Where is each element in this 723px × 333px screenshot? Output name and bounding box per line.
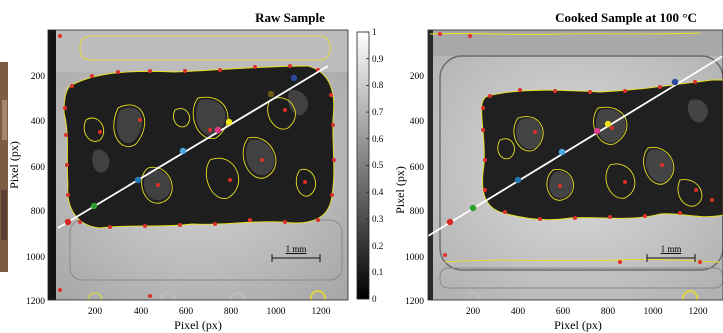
marker-sky [558, 148, 566, 156]
y-tick-label: 1200 [26, 297, 45, 307]
guide-line [428, 55, 723, 237]
x-tick-label: 1000 [644, 307, 663, 317]
colorbar-tick: 0.5 [372, 160, 384, 170]
edge-points [58, 34, 336, 298]
x-tick-label: 600 [179, 307, 194, 317]
y-tick-label: 800 [31, 207, 46, 217]
colorbar-tick: 0.8 [372, 80, 384, 90]
x-tick-label: 800 [601, 307, 616, 317]
colorbar-tick: 0.6 [372, 134, 384, 144]
panel-title: Raw Sample [255, 10, 325, 25]
marker-red [64, 218, 72, 226]
y-axis-label: Pixel (px) [7, 141, 21, 189]
y-ticks: 200 400 600 800 1000 1200 [405, 72, 424, 307]
x-tick-label: 200 [88, 307, 103, 317]
sample-dark-region [64, 66, 334, 228]
colorbar-tick: 1 [372, 27, 377, 37]
x-tick-label: 600 [556, 307, 571, 317]
contour-lines [63, 65, 335, 229]
x-tick-label: 1200 [689, 307, 708, 317]
x-ticks: 200 400 600 800 1000 1200 [466, 307, 708, 317]
marker-green [90, 202, 98, 210]
colorbar-tick: 0.7 [372, 107, 384, 117]
guide-line [57, 65, 329, 229]
panel-title: Cooked Sample at 100 °C [555, 10, 697, 25]
marker-sky [179, 147, 187, 155]
edge-points [438, 32, 714, 264]
x-tick-label: 400 [134, 307, 149, 317]
scale-bar: 1 mm [271, 244, 321, 262]
x-tick-label: 1000 [267, 307, 286, 317]
x-axis-label: Pixel (px) [174, 318, 222, 332]
colorbar-tick: 0.4 [372, 187, 384, 197]
marker-blue [514, 176, 522, 184]
sample-texture [516, 99, 709, 199]
x-ticks: 200 400 600 800 1000 1200 [88, 307, 331, 317]
y-tick-label: 1200 [405, 297, 424, 307]
y-tick-label: 600 [410, 163, 425, 173]
colorbar-tick: 0.3 [372, 214, 384, 224]
x-tick-label: 800 [224, 307, 239, 317]
colorbar: 1 0.9 0.8 0.7 0.6 0.5 0.4 0.3 0.2 0.1 0 [356, 27, 384, 304]
y-tick-label: 1000 [26, 253, 45, 263]
y-tick-label: 600 [31, 163, 46, 173]
y-axis-label: Pixel (px) [393, 166, 407, 214]
marker-red [446, 218, 454, 226]
x-axis-label: Pixel (px) [554, 318, 602, 332]
inset-photo [0, 62, 8, 272]
marker-blue [134, 176, 142, 184]
marker-navy [671, 78, 679, 86]
scale-bar: 1 mm [646, 244, 696, 262]
markers [446, 78, 679, 226]
marker-olive [267, 90, 275, 98]
marker-yellow [604, 120, 612, 128]
bottom-rings [87, 290, 326, 300]
colorbar-tick: 0.2 [372, 241, 383, 251]
panel-cooked: 1 mm Cooked Sample at 100 °C 200 400 600… [393, 10, 723, 332]
colorbar-tick: 0.9 [372, 54, 384, 64]
marker-pink [593, 127, 601, 135]
colorbar-tick: 0 [372, 294, 377, 304]
bottom-rings [465, 290, 698, 300]
panel-raw: 1 mm Raw Sample 200 400 600 800 1000 120… [7, 10, 349, 332]
y-tick-label: 200 [31, 72, 46, 82]
y-tick-label: 200 [410, 72, 425, 82]
x-tick-label: 200 [466, 307, 481, 317]
sample-dark-region [481, 80, 723, 220]
y-tick-label: 400 [31, 117, 46, 127]
scale-bar-label: 1 mm [661, 244, 682, 254]
y-tick-label: 1000 [405, 253, 424, 263]
scale-bar-label: 1 mm [286, 244, 307, 254]
marker-yellow [225, 118, 233, 126]
y-tick-label: 800 [410, 207, 425, 217]
markers [64, 74, 298, 226]
x-tick-label: 400 [511, 307, 526, 317]
marker-pink [214, 126, 222, 134]
x-tick-label: 1200 [312, 307, 331, 317]
colorbar-tick: 0.1 [372, 267, 383, 277]
y-tick-label: 400 [410, 117, 425, 127]
y-ticks: 200 400 600 800 1000 1200 [26, 72, 45, 307]
marker-green [469, 204, 477, 212]
marker-navy [290, 74, 298, 82]
